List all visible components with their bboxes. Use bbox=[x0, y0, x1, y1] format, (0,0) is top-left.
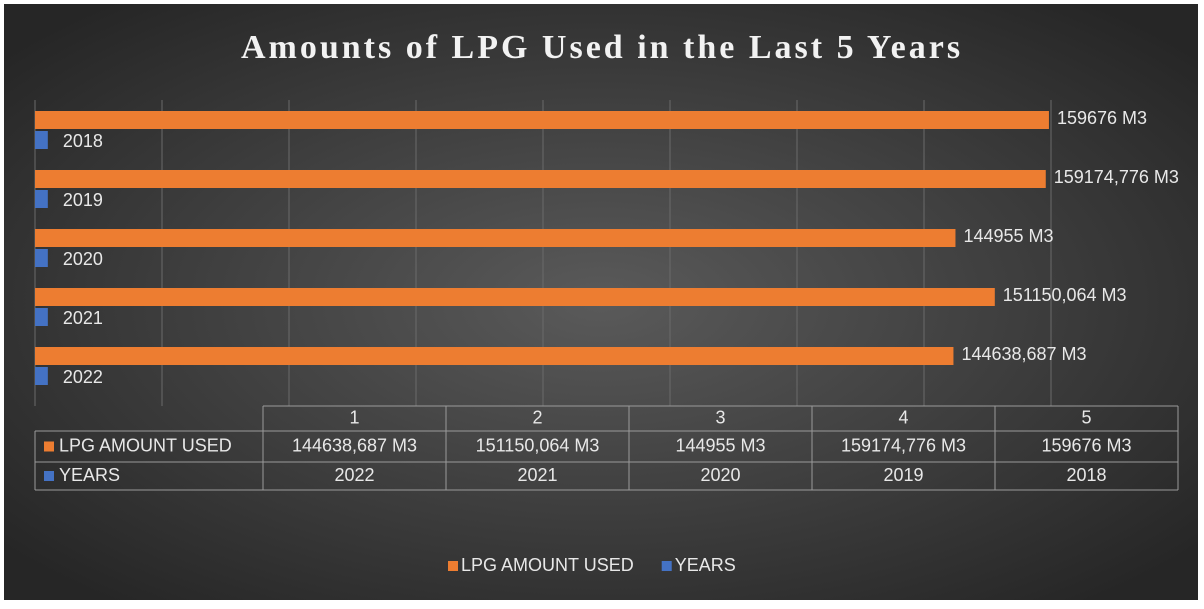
data-label: 159174,776 M3 bbox=[1054, 167, 1179, 187]
bar bbox=[35, 249, 48, 267]
bar bbox=[35, 190, 48, 208]
table-cell: 144638,687 M3 bbox=[292, 435, 417, 455]
data-label: 144955 M3 bbox=[963, 226, 1053, 246]
table-header: 2 bbox=[532, 407, 542, 427]
table-cell: 2018 bbox=[1066, 465, 1106, 485]
legend-label: YEARS bbox=[675, 555, 736, 575]
chart-title: Amounts of LPG Used in the Last 5 Years bbox=[241, 29, 963, 66]
table-legend-key bbox=[44, 441, 54, 452]
table-cell: 2022 bbox=[334, 465, 374, 485]
data-label: 2022 bbox=[63, 367, 103, 387]
bar bbox=[35, 308, 48, 326]
data-label: 144638,687 M3 bbox=[961, 344, 1086, 364]
data-label: 2020 bbox=[63, 249, 103, 269]
table-cell: 159174,776 M3 bbox=[841, 435, 966, 455]
table-cell: 2020 bbox=[700, 465, 740, 485]
table-row-label: YEARS bbox=[59, 465, 120, 485]
table-row-label: LPG AMOUNT USED bbox=[59, 435, 232, 455]
data-label: 2018 bbox=[63, 131, 103, 151]
bar bbox=[35, 229, 956, 247]
legend-label: LPG AMOUNT USED bbox=[461, 555, 634, 575]
table-cell: 144955 M3 bbox=[675, 435, 765, 455]
bar bbox=[35, 347, 954, 365]
data-label: 2019 bbox=[63, 190, 103, 210]
table-header: 3 bbox=[715, 407, 725, 427]
bar bbox=[35, 111, 1049, 129]
table-header: 1 bbox=[349, 407, 359, 427]
table-header: 5 bbox=[1081, 407, 1091, 427]
bar bbox=[35, 170, 1046, 188]
bar bbox=[35, 367, 48, 385]
table-legend-key bbox=[44, 471, 54, 481]
bar bbox=[35, 288, 995, 306]
data-label: 159676 M3 bbox=[1057, 108, 1147, 128]
table-cell: 2021 bbox=[517, 465, 557, 485]
table-cell: 2019 bbox=[883, 465, 923, 485]
legend-key bbox=[448, 561, 458, 571]
table-cell: 151150,064 M3 bbox=[476, 435, 600, 455]
legend-key bbox=[661, 561, 672, 571]
data-label: 2021 bbox=[63, 308, 103, 328]
data-label: 151150,064 M3 bbox=[1003, 285, 1127, 305]
table-header: 4 bbox=[898, 407, 908, 427]
table-cell: 159676 M3 bbox=[1041, 435, 1131, 455]
bar bbox=[35, 131, 48, 149]
